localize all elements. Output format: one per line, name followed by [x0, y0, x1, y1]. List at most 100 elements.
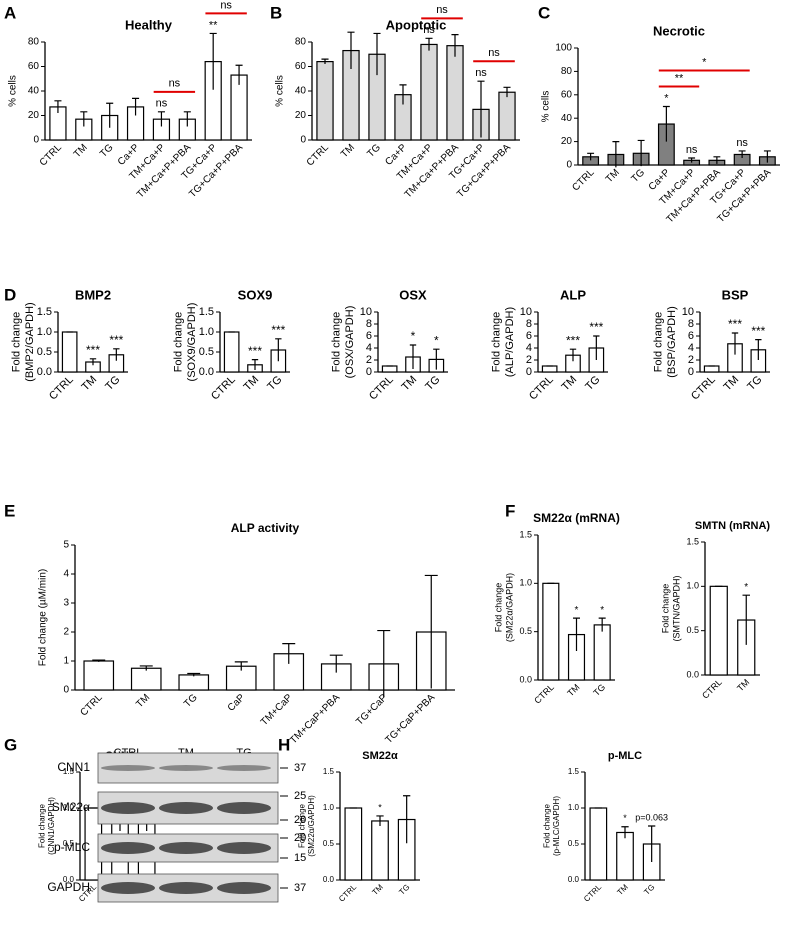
- error-bar: [282, 643, 296, 664]
- bar: [709, 585, 728, 676]
- x-tick-label: TM: [735, 677, 751, 693]
- error-bar: [569, 348, 577, 362]
- significance-label: ***: [248, 344, 262, 358]
- x-tick-label: TG+CaP+PBA: [383, 692, 437, 746]
- y-tick-label: 10: [682, 306, 694, 318]
- chart-title: SMTN (mRNA): [695, 520, 770, 532]
- error-bar: [738, 150, 746, 158]
- y-tick-label: 6: [366, 330, 372, 342]
- error-bar: [92, 659, 106, 662]
- significance-label: ns: [475, 67, 487, 79]
- error-bar: [572, 617, 581, 651]
- x-tick-label: CTRL: [209, 374, 238, 403]
- y-axis-label: (SM22α/GAPDH): [307, 795, 316, 857]
- x-tick-label: TG+CaP: [354, 692, 390, 728]
- panel-letter: D: [4, 285, 16, 304]
- error-bar: [433, 348, 440, 370]
- y-tick-label: 0.5: [686, 625, 699, 635]
- x-tick-label: CTRL: [305, 142, 332, 169]
- significance-label: p=0.063: [635, 812, 668, 822]
- significance-label: *: [744, 582, 748, 593]
- panel-letter: H: [278, 735, 290, 754]
- y-axis-label: (p-MLC/GAPDH): [552, 796, 561, 856]
- blot-band: [101, 765, 155, 771]
- significance-label: *: [600, 605, 604, 616]
- bar: [589, 807, 608, 881]
- x-tick-label: CTRL: [337, 882, 359, 904]
- significance-label: ns: [156, 98, 168, 110]
- y-tick-label: 40: [28, 86, 40, 97]
- y-tick-label: 20: [561, 136, 573, 147]
- error-bar: [731, 332, 739, 355]
- x-tick-label: TG: [397, 883, 411, 897]
- bar: [61, 331, 78, 373]
- y-tick-label: 1.0: [519, 578, 532, 588]
- y-tick-label: 20: [295, 110, 307, 121]
- chart-title: OSX: [399, 287, 427, 302]
- chart-title: p-MLC: [608, 750, 642, 762]
- error-bar: [662, 105, 670, 142]
- band-label: GAPDH: [47, 880, 90, 894]
- error-bar: [503, 86, 511, 98]
- error-bar: [329, 654, 343, 673]
- x-tick-label: TG: [583, 374, 602, 393]
- x-tick-label: TM: [615, 882, 630, 897]
- y-tick-label: 1.5: [519, 529, 532, 539]
- significance-label: *: [411, 329, 416, 343]
- blot-band: [101, 882, 155, 894]
- blot-band: [159, 765, 213, 771]
- y-tick-label: 80: [561, 66, 573, 77]
- blot-band: [217, 882, 271, 894]
- error-bar: [399, 84, 407, 105]
- significance-label: ***: [589, 320, 603, 334]
- error-bar: [688, 157, 696, 163]
- error-bar: [451, 34, 459, 57]
- error-bar: [713, 156, 721, 164]
- y-tick-label: 80: [295, 37, 307, 48]
- error-bar: [373, 32, 381, 76]
- y-tick-label: 1.5: [323, 767, 335, 776]
- marker-label: 37: [294, 882, 306, 894]
- error-bar: [612, 141, 620, 168]
- comparison-label: ns: [436, 4, 448, 16]
- y-axis-label: Fold change: [491, 312, 503, 373]
- x-tick-label: TM: [79, 374, 99, 394]
- y-axis-label: Fold change: [173, 312, 185, 373]
- x-tick-label: TM: [399, 374, 419, 394]
- bar: [420, 43, 438, 141]
- y-tick-label: 0.0: [199, 366, 214, 378]
- x-tick-label: TG: [591, 682, 607, 698]
- marker-label: 37: [294, 762, 306, 774]
- y-tick-label: 6: [688, 330, 694, 342]
- y-tick-label: 1: [63, 656, 69, 667]
- comparison-label: ns: [220, 0, 232, 11]
- error-bar: [621, 826, 629, 839]
- error-bar: [409, 344, 417, 369]
- x-tick-label: CTRL: [38, 142, 65, 169]
- y-tick-label: 4: [526, 342, 532, 354]
- chart-title: Apoptotic: [386, 17, 447, 32]
- panel-letter: F: [505, 501, 515, 520]
- chart-title: SM22α (mRNA): [533, 511, 620, 525]
- x-tick-label: CTRL: [367, 374, 396, 403]
- x-tick-label: TG: [103, 374, 122, 393]
- y-tick-label: 1.5: [63, 767, 75, 776]
- y-axis-label: % cells: [8, 75, 19, 107]
- error-bar: [89, 358, 97, 366]
- blot-band: [217, 802, 271, 814]
- y-tick-label: 0.5: [323, 839, 335, 848]
- significance-label: ***: [271, 323, 285, 337]
- y-axis-label: (ALP/GAPDH): [504, 307, 516, 377]
- significance-label: ns: [686, 144, 698, 156]
- y-tick-label: 0.0: [37, 366, 52, 378]
- significance-label: **: [209, 19, 218, 31]
- y-axis-label: (SOX9/GAPDH): [186, 303, 198, 382]
- error-bar: [251, 359, 259, 370]
- y-tick-label: 1.0: [686, 581, 699, 591]
- error-bar: [80, 111, 88, 127]
- error-bar: [183, 111, 191, 127]
- x-tick-label: TG: [182, 692, 200, 710]
- y-tick-label: 1.0: [63, 803, 75, 812]
- error-bar: [113, 348, 120, 361]
